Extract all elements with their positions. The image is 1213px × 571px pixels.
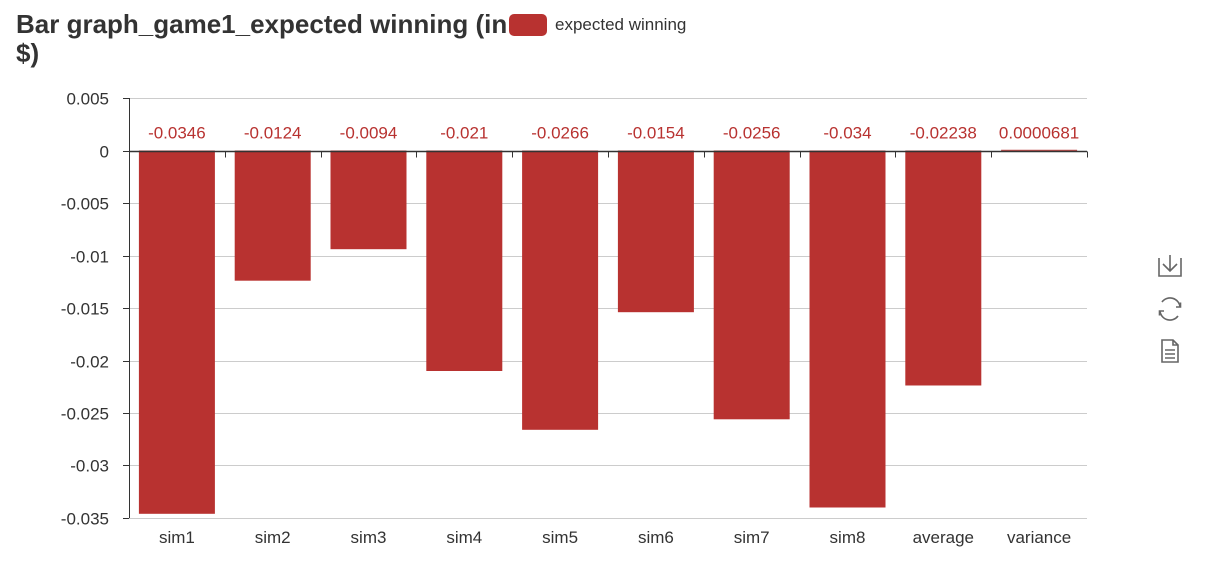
data-label-average: -0.02238: [910, 124, 977, 143]
legend-swatch: [509, 14, 547, 36]
bar-sim4: [426, 150, 503, 371]
x-tick-label: sim3: [351, 528, 387, 547]
y-tick-label: -0.005: [61, 195, 109, 214]
bar-sim6: [617, 150, 694, 313]
bar-sim1: [138, 150, 215, 514]
x-tick-label: sim4: [446, 528, 482, 547]
bar-sim8: [809, 150, 886, 508]
x-tick-label: sim5: [542, 528, 578, 547]
legend-label: expected winning: [555, 15, 687, 34]
download-icon[interactable]: [1155, 252, 1185, 282]
y-tick-label: -0.03: [70, 457, 109, 476]
data-label-variance: 0.0000681: [999, 124, 1079, 143]
data-label-sim1: -0.0346: [148, 124, 206, 143]
chart-title: Bar graph_game1_expected winning (in $): [16, 9, 508, 68]
legend[interactable]: expected winning: [509, 12, 686, 38]
data-label-sim6: -0.0154: [627, 124, 685, 143]
data-label-sim4: -0.021: [440, 124, 488, 143]
x-tick-label: sim7: [734, 528, 770, 547]
data-label-sim2: -0.0124: [244, 124, 302, 143]
x-tick-label: sim6: [638, 528, 674, 547]
bar-sim7: [713, 150, 790, 420]
bar-variance: [1001, 149, 1078, 151]
x-tick-label: sim1: [159, 528, 195, 547]
x-tick-label: sim2: [255, 528, 291, 547]
y-tick-label: -0.015: [61, 300, 109, 319]
x-tick-label: variance: [1007, 528, 1071, 547]
bar-sim5: [522, 150, 599, 430]
x-tick-label: sim8: [830, 528, 866, 547]
data-label-sim3: -0.0094: [340, 124, 398, 143]
toolbox: [1155, 252, 1185, 378]
bar-average: [905, 150, 982, 386]
y-tick-label: 0.005: [66, 90, 109, 109]
refresh-icon[interactable]: [1155, 294, 1185, 324]
y-tick-label: -0.01: [70, 248, 109, 267]
data-view-icon[interactable]: [1155, 336, 1185, 366]
y-tick-label: -0.02: [70, 353, 109, 372]
data-label-sim8: -0.034: [823, 124, 871, 143]
y-tick-label: -0.035: [61, 510, 109, 529]
bar-sim3: [330, 150, 407, 250]
bar-sim2: [234, 150, 311, 281]
y-tick-label: 0: [100, 143, 109, 162]
data-label-sim5: -0.0266: [531, 124, 589, 143]
x-tick-label: average: [913, 528, 974, 547]
y-tick-label: -0.025: [61, 405, 109, 424]
data-label-sim7: -0.0256: [723, 124, 781, 143]
